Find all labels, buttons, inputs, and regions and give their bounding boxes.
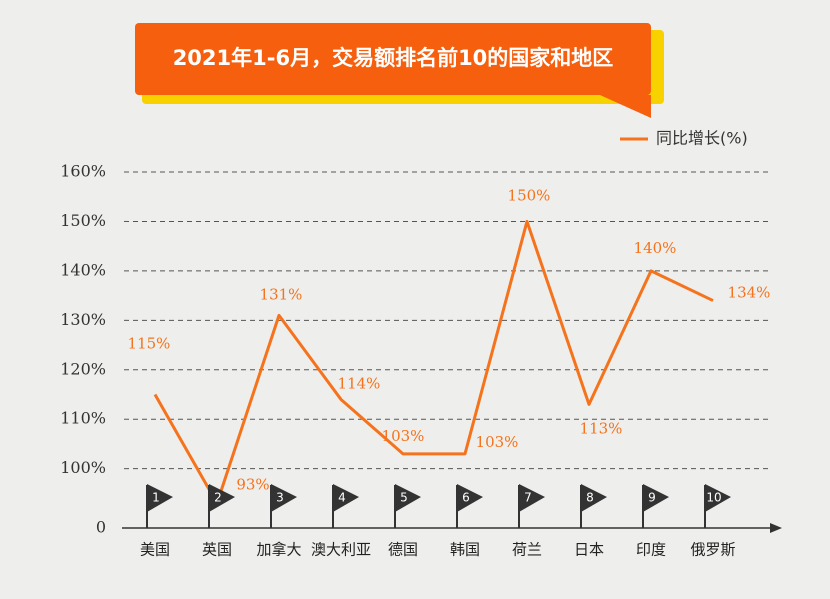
x-tick-label: 日本 xyxy=(574,541,604,559)
flag-label: 1 xyxy=(152,491,160,505)
flag xyxy=(519,484,545,512)
x-tick-label: 美国 xyxy=(140,541,170,559)
data-line xyxy=(153,219,714,505)
flag-label: 8 xyxy=(586,491,594,505)
y-tick-label: 110% xyxy=(60,409,106,428)
flag xyxy=(581,484,607,512)
flag xyxy=(395,484,421,512)
y-tick-label: 0 xyxy=(96,518,106,537)
value-label: 113% xyxy=(580,419,623,437)
flag-label: 2 xyxy=(214,491,222,505)
y-tick-label: 130% xyxy=(60,310,106,329)
flag xyxy=(333,484,359,512)
x-tick-label: 德国 xyxy=(388,541,418,559)
x-tick-label: 韩国 xyxy=(450,541,480,559)
flag xyxy=(643,484,669,512)
y-tick-label: 150% xyxy=(60,211,106,230)
flag xyxy=(271,484,297,512)
value-label: 103% xyxy=(382,427,425,445)
value-label: 103% xyxy=(476,433,519,451)
value-label: 115% xyxy=(128,335,171,353)
value-label: 131% xyxy=(260,285,303,303)
value-label: 114% xyxy=(338,374,381,392)
value-label: 93% xyxy=(236,475,269,493)
title-banner xyxy=(135,23,651,95)
x-tick-label: 澳大利亚 xyxy=(311,541,371,559)
flag-label: 6 xyxy=(462,491,470,505)
x-tick-label: 俄罗斯 xyxy=(690,541,735,559)
x-tick-label: 印度 xyxy=(636,541,666,559)
y-tick-label: 120% xyxy=(60,359,106,378)
x-tick-label: 加拿大 xyxy=(256,541,301,559)
x-tick-label: 荷兰 xyxy=(512,541,542,559)
flag-label: 5 xyxy=(400,491,408,505)
x-tick-label: 英国 xyxy=(202,541,232,559)
title-tail xyxy=(600,95,651,118)
value-label: 140% xyxy=(634,239,677,257)
flag xyxy=(457,484,483,512)
flag-label: 4 xyxy=(338,491,346,505)
flag-label: 3 xyxy=(276,491,284,505)
axis-arrow xyxy=(770,523,782,533)
legend-label: 同比增长(%) xyxy=(656,129,748,148)
chart-title: 2021年1-6月，交易额排名前10的国家和地区 xyxy=(173,46,614,70)
flag-label: 10 xyxy=(706,491,721,505)
flag xyxy=(209,484,235,512)
flag xyxy=(705,484,731,512)
y-tick-label: 100% xyxy=(60,458,106,477)
flag-label: 9 xyxy=(648,491,656,505)
value-label: 150% xyxy=(508,186,551,204)
flag xyxy=(147,484,173,512)
y-tick-label: 140% xyxy=(60,260,106,279)
y-tick-label: 160% xyxy=(60,162,106,181)
flag-label: 7 xyxy=(524,491,532,505)
value-label: 134% xyxy=(728,284,771,302)
